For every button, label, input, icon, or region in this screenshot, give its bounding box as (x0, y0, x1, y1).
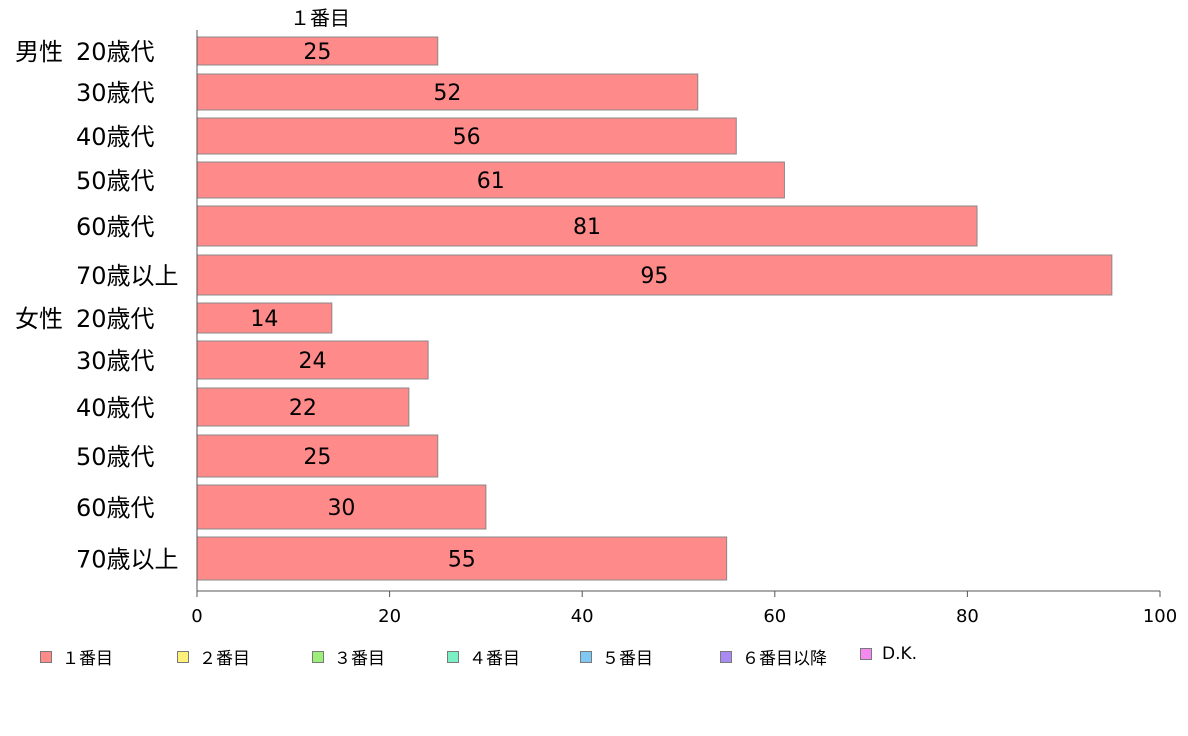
legend-swatch (580, 650, 592, 663)
legend-label: D.K. (882, 644, 918, 664)
category-label: 20歳代 (76, 38, 155, 66)
x-tick-label: 100 (1143, 606, 1177, 627)
category-label: 30歳代 (76, 347, 155, 375)
x-tick-label: 80 (956, 606, 979, 627)
bar-value-label: 14 (250, 307, 278, 332)
legend-swatch (860, 648, 872, 660)
category-label: 70歳以上 (76, 262, 179, 290)
bar (196, 36, 439, 66)
legend-item: ２番目 (177, 644, 250, 669)
legend-label: ２番目 (199, 649, 250, 669)
x-tick-label: 40 (571, 606, 594, 627)
legend-swatch (720, 650, 732, 663)
category-label: 50歳代 (76, 443, 155, 471)
x-tick-label: 20 (378, 606, 401, 627)
legend-item: D.K. (860, 644, 917, 664)
category-label: 30歳代 (76, 79, 155, 107)
category-label: 60歳代 (76, 213, 155, 241)
legend-swatch (312, 650, 324, 663)
bar-value-label: 95 (640, 264, 668, 289)
bar-value-label: 30 (327, 496, 355, 521)
legend-item: ４番目 (447, 644, 520, 669)
bar (196, 73, 699, 111)
bar-value-label: 61 (477, 169, 505, 194)
x-tick-label: 60 (763, 606, 786, 627)
legend-item: ６番目以降 (720, 644, 827, 669)
bar (196, 434, 439, 478)
bar-value-label: 25 (303, 445, 331, 470)
legend-item: １番目 (40, 644, 113, 669)
bar-value-label: 25 (303, 40, 331, 65)
category-label: 20歳代 (76, 305, 155, 333)
legend-swatch (447, 650, 459, 663)
bar (196, 484, 487, 530)
category-label: 70歳以上 (76, 546, 179, 574)
bar (196, 205, 978, 247)
legend-item: ３番目 (312, 644, 385, 669)
legend-label: ４番目 (469, 649, 520, 669)
group-label: 男性 (15, 38, 63, 66)
bar-value-label: 55 (448, 548, 476, 573)
category-label: 50歳代 (76, 167, 155, 195)
bar-value-label: 52 (433, 81, 461, 106)
bar (196, 536, 728, 581)
legend-swatch (177, 650, 189, 663)
bar (196, 254, 1113, 296)
bar-value-label: 81 (573, 215, 601, 240)
bar (196, 161, 785, 199)
legend-swatch (40, 650, 52, 663)
legend-label: ３番目 (334, 649, 385, 669)
category-label: 40歳代 (76, 123, 155, 151)
category-label: 40歳代 (76, 394, 155, 422)
group-label: 女性 (15, 305, 63, 333)
bar-chart: １番目2520歳代男性5230歳代5640歳代6150歳代8160歳代9570歳… (15, 6, 1177, 627)
bar-value-label: 22 (289, 396, 317, 421)
stack-header: １番目 (290, 6, 350, 30)
bar-value-label: 56 (453, 125, 481, 150)
x-tick-label: 0 (191, 606, 202, 627)
legend-label: １番目 (62, 649, 113, 669)
legend-label: ５番目 (602, 649, 653, 669)
category-label: 60歳代 (76, 494, 155, 522)
bar (196, 117, 737, 155)
legend-label: ６番目以降 (742, 649, 827, 669)
legend-item: ５番目 (580, 644, 653, 669)
bar (196, 302, 333, 334)
bar-value-label: 24 (299, 349, 327, 374)
